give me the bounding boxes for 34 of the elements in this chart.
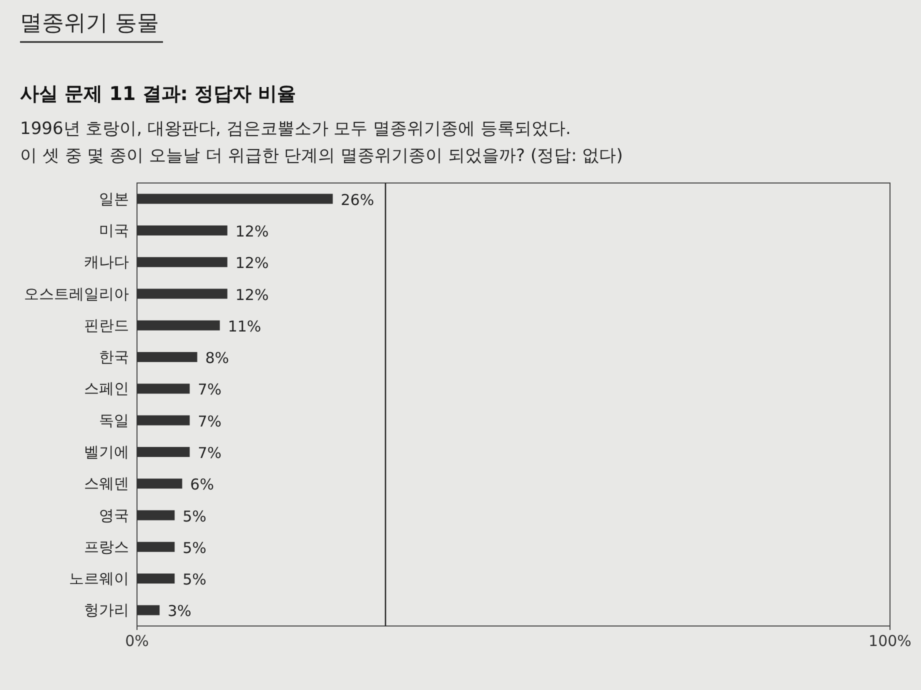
data-label: 12% [235, 286, 269, 304]
data-label: 26% [340, 190, 374, 209]
y-tick-label: 일본 [99, 190, 129, 208]
data-label: 8% [205, 349, 230, 368]
data-label: 12% [235, 254, 269, 272]
y-tick-label: 스웨덴 [84, 474, 129, 493]
y-tick-label: 영국 [99, 506, 129, 524]
text: 이 셋 중 몇 종이 오늘날 더 위급한 단계의 멸종위기종이 되었을까? (정답: 없다) [20, 146, 623, 166]
y-tick-label: 스페인 [84, 380, 129, 398]
y-tick-label: 캐나다 [84, 253, 129, 272]
y-tick-label: 헝가리 [84, 601, 129, 620]
y-tick-label: 벨기에 [84, 442, 129, 461]
data-label: 5% [182, 570, 206, 589]
data-label: 6% [190, 476, 214, 494]
title: 멸종위기 동물 [20, 11, 159, 36]
data-label: 11% [228, 317, 262, 336]
x-tick-label: 0% [125, 632, 149, 650]
y-tick-label: 오스트레일리아 [24, 284, 129, 303]
data-label: 5% [182, 507, 206, 526]
y-tick-label: 프랑스 [84, 538, 129, 556]
y-tick-label: 핀란드 [84, 316, 129, 334]
y-tick-label: 한국 [99, 348, 129, 366]
data-label: 3% [168, 602, 192, 620]
data-label: 7% [198, 380, 222, 399]
data-label: 7% [198, 412, 222, 430]
y-tick-label: 미국 [99, 221, 129, 240]
x-tick-label: 100% [868, 632, 912, 650]
y-tick-label: 노르웨이 [69, 570, 129, 588]
y-tick-label: 독일 [99, 411, 129, 430]
chart-subtitle: 사실 문제 11 결과: 정답자 비율 [20, 83, 296, 105]
data-label: 7% [198, 444, 222, 462]
data-label: 12% [235, 222, 269, 240]
text: 1996년 호랑이, 대왕판다, 검은코뿔소가 모두 멸종위기종에 등록되었다. [20, 119, 571, 139]
data-label: 5% [182, 538, 206, 557]
